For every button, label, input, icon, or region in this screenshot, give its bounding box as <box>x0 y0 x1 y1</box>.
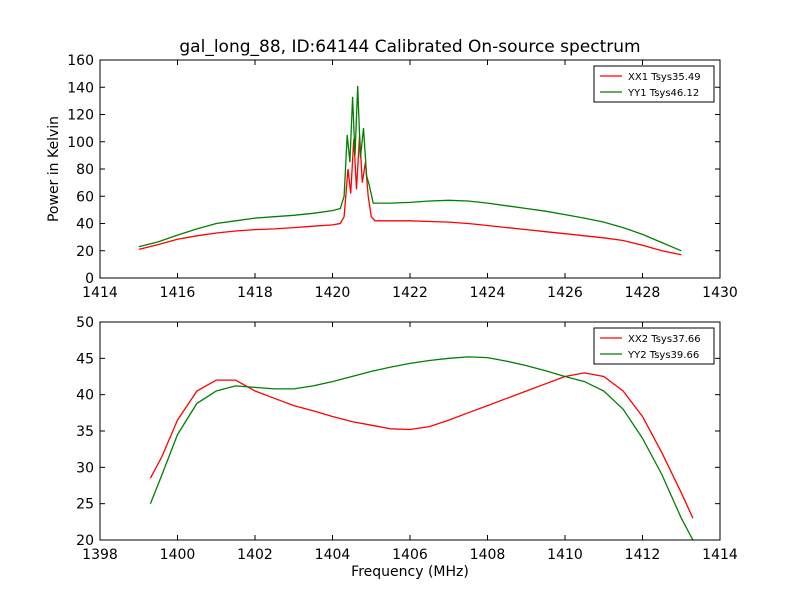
x-tick-label: 1402 <box>237 547 273 563</box>
x-axis-label: Frequency (MHz) <box>351 564 469 580</box>
y-tick-label: 0 <box>85 271 94 287</box>
legend-label: YY2 Tsys39.66 <box>627 350 699 361</box>
x-tick-label: 1420 <box>315 285 351 301</box>
x-tick-label: 1408 <box>470 547 506 563</box>
series-line-1 <box>138 134 682 256</box>
y-tick-label: 80 <box>76 162 94 178</box>
series-line-1 <box>149 372 694 519</box>
x-tick-label: 1398 <box>82 547 118 563</box>
x-tick-label: 1422 <box>392 285 428 301</box>
legend-box <box>593 327 715 365</box>
series-line-2 <box>149 356 694 541</box>
x-tick-label: 1414 <box>82 285 118 301</box>
y-tick-label: 100 <box>67 135 94 151</box>
y-tick-label: 40 <box>76 388 94 404</box>
bottom-spectrum-chart: 1398 1400 1402 1404 1406 1408 1410 1412 1414 20 25… <box>76 315 738 580</box>
legend: XX2 Tsys37.66 YY2 Tsys39.66 <box>593 327 715 365</box>
y-tick-label: 40 <box>76 217 94 233</box>
y-axis-label: Power in Kelvin <box>46 116 62 222</box>
legend-label: YY1 Tsys46.12 <box>627 88 699 99</box>
y-tick-label: 140 <box>67 80 94 96</box>
x-tick-label: 1428 <box>625 285 661 301</box>
y-tick-label: 45 <box>76 351 94 367</box>
y-tick-label: 30 <box>76 460 94 476</box>
y-tick-label: 35 <box>76 424 94 440</box>
legend-label: XX2 Tsys37.66 <box>628 334 701 345</box>
figure-title: gal_long_88, ID:64144 Calibrated On-sour… <box>179 37 640 57</box>
y-tick-label: 120 <box>67 108 94 124</box>
legend-label: XX1 Tsys35.49 <box>628 72 701 83</box>
x-tick-label: 1416 <box>160 285 196 301</box>
x-tick-label: 1412 <box>625 547 661 563</box>
x-tick-label: 1424 <box>470 285 506 301</box>
y-tick-label: 60 <box>76 189 94 205</box>
x-tick-label: 1430 <box>702 285 738 301</box>
x-tick-label: 1426 <box>547 285 583 301</box>
series-line-2 <box>138 85 682 252</box>
x-tick-label: 1410 <box>547 547 583 563</box>
y-tick-label: 20 <box>76 244 94 260</box>
y-tick-label: 20 <box>76 533 94 549</box>
x-tick-label: 1406 <box>392 547 428 563</box>
top-spectrum-chart: 1414 1416 1418 1420 1422 1424 1426 1428 1430 0 20 4… <box>46 53 738 301</box>
y-tick-label: 50 <box>76 315 94 331</box>
x-tick-label: 1404 <box>315 547 351 563</box>
x-tick-label: 1418 <box>237 285 273 301</box>
y-tick-label: 25 <box>76 497 94 513</box>
y-tick-label: 160 <box>67 53 94 69</box>
x-tick-label: 1414 <box>702 547 738 563</box>
legend: XX1 Tsys35.49 YY1 Tsys46.12 <box>593 65 715 103</box>
legend-box <box>593 65 715 103</box>
x-tick-label: 1400 <box>160 547 196 563</box>
